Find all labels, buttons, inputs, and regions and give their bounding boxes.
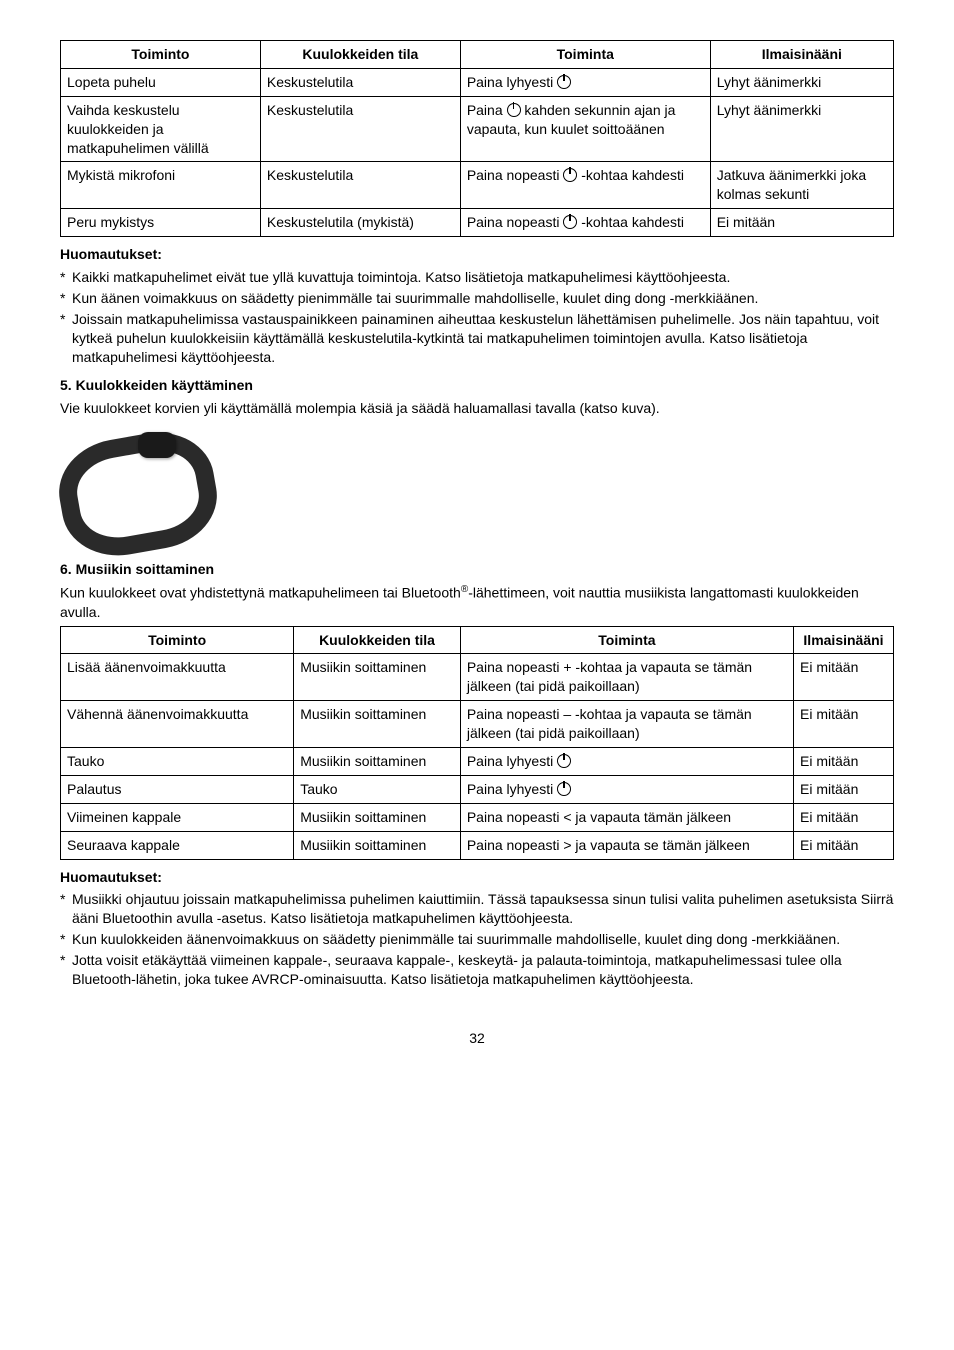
notes-heading: Huomautukset: xyxy=(60,868,894,887)
bullet-star: * xyxy=(60,310,72,367)
table-row: Lisää äänenvoimakkuuttaMusiikin soittami… xyxy=(61,654,894,701)
cell: Ei mitään xyxy=(794,831,894,859)
cell: Lyhyt äänimerkki xyxy=(710,68,893,96)
cell: Keskustelutila (mykistä) xyxy=(260,209,460,237)
cell: Vaihda keskustelu kuulokkeiden ja matkap… xyxy=(61,96,261,162)
notes-list-1: *Kaikki matkapuhelimet eivät tue yllä ku… xyxy=(60,268,894,366)
cell: Keskustelutila xyxy=(260,96,460,162)
cell: Musiikin soittaminen xyxy=(294,803,461,831)
table-row: Lopeta puheluKeskustelutilaPaina lyhyest… xyxy=(61,68,894,96)
power-icon xyxy=(557,754,571,768)
cell: Paina nopeasti -kohtaa kahdesti xyxy=(460,209,710,237)
text: Kun kuulokkeet ovat yhdistettynä matkapu… xyxy=(60,585,461,601)
note-item: *Kun kuulokkeiden äänenvoimakkuus on sää… xyxy=(60,930,894,949)
cell: Ei mitään xyxy=(710,209,893,237)
table-row: TaukoMusiikin soittaminenPaina lyhyesti … xyxy=(61,748,894,776)
note-item: *Kun äänen voimakkuus on säädetty pienim… xyxy=(60,289,894,308)
bullet-star: * xyxy=(60,930,72,949)
cell: Paina kahden sekunnin ajan ja vapauta, k… xyxy=(460,96,710,162)
note-text: Kaikki matkapuhelimet eivät tue yllä kuv… xyxy=(72,268,894,287)
table-header-row: Toiminto Kuulokkeiden tila Toiminta Ilma… xyxy=(61,41,894,69)
note-item: *Musiikki ohjautuu joissain matkapuhelim… xyxy=(60,890,894,928)
page-number: 32 xyxy=(60,1029,894,1048)
cell: Seuraava kappale xyxy=(61,831,294,859)
power-icon xyxy=(507,103,521,117)
cell: Tauko xyxy=(294,775,461,803)
cell: Musiikin soittaminen xyxy=(294,748,461,776)
table-actions-2: Toiminto Kuulokkeiden tila Toiminta Ilma… xyxy=(60,626,894,860)
note-text: Kun äänen voimakkuus on säädetty pienimm… xyxy=(72,289,894,308)
cell: Paina nopeasti + -kohtaa ja vapauta se t… xyxy=(460,654,793,701)
cell: Vähennä äänenvoimakkuutta xyxy=(61,701,294,748)
cell: Musiikin soittaminen xyxy=(294,654,461,701)
cell: Musiikin soittaminen xyxy=(294,831,461,859)
bullet-star: * xyxy=(60,289,72,308)
th: Toiminta xyxy=(460,626,793,654)
table-row: Seuraava kappaleMusiikin soittaminenPain… xyxy=(61,831,894,859)
cell: Lopeta puhelu xyxy=(61,68,261,96)
cell: Ei mitään xyxy=(794,701,894,748)
cell: Lyhyt äänimerkki xyxy=(710,96,893,162)
table-row: Vähennä äänenvoimakkuuttaMusiikin soitta… xyxy=(61,701,894,748)
cell: Ei mitään xyxy=(794,748,894,776)
th: Toiminta xyxy=(460,41,710,69)
th: Kuulokkeiden tila xyxy=(260,41,460,69)
power-icon xyxy=(563,168,577,182)
table-header-row: Toiminto Kuulokkeiden tila Toiminta Ilma… xyxy=(61,626,894,654)
cell: Peru mykistys xyxy=(61,209,261,237)
cell: Palautus xyxy=(61,775,294,803)
cell: Viimeinen kappale xyxy=(61,803,294,831)
cell: Paina lyhyesti xyxy=(460,775,793,803)
cell: Paina nopeasti < ja vapauta tämän jälkee… xyxy=(460,803,793,831)
note-text: Jotta voisit etäkäyttää viimeinen kappal… xyxy=(72,951,894,989)
section-6-title: 6. Musiikin soittaminen xyxy=(60,560,894,579)
bullet-star: * xyxy=(60,890,72,928)
bullet-star: * xyxy=(60,268,72,287)
headband-image xyxy=(60,426,200,546)
section-5-title: 5. Kuulokkeiden käyttäminen xyxy=(60,376,894,395)
cell: Ei mitään xyxy=(794,803,894,831)
note-text: Kun kuulokkeiden äänenvoimakkuus on sääd… xyxy=(72,930,894,949)
bullet-star: * xyxy=(60,951,72,989)
power-icon xyxy=(557,782,571,796)
table-row: Peru mykistysKeskustelutila (mykistä)Pai… xyxy=(61,209,894,237)
cell: Paina nopeasti > ja vapauta se tämän jäl… xyxy=(460,831,793,859)
notes-heading: Huomautukset: xyxy=(60,245,894,264)
power-icon xyxy=(557,75,571,89)
th: Kuulokkeiden tila xyxy=(294,626,461,654)
cell: Keskustelutila xyxy=(260,68,460,96)
cell: Mykistä mikrofoni xyxy=(61,162,261,209)
section-6-body: Kun kuulokkeet ovat yhdistettynä matkapu… xyxy=(60,583,894,621)
cell: Paina nopeasti -kohtaa kahdesti xyxy=(460,162,710,209)
power-icon xyxy=(563,215,577,229)
cell: Jatkuva äänimerkki joka kolmas sekunti xyxy=(710,162,893,209)
cell: Lisää äänenvoimakkuutta xyxy=(61,654,294,701)
cell: Tauko xyxy=(61,748,294,776)
notes-list-2: *Musiikki ohjautuu joissain matkapuhelim… xyxy=(60,890,894,988)
cell: Ei mitään xyxy=(794,775,894,803)
th: Ilmaisinääni xyxy=(794,626,894,654)
cell: Paina lyhyesti xyxy=(460,748,793,776)
cell: Keskustelutila xyxy=(260,162,460,209)
note-text: Joissain matkapuhelimissa vastauspainikk… xyxy=(72,310,894,367)
th: Toiminto xyxy=(61,626,294,654)
table-actions-1: Toiminto Kuulokkeiden tila Toiminta Ilma… xyxy=(60,40,894,237)
table-row: Mykistä mikrofoniKeskustelutilaPaina nop… xyxy=(61,162,894,209)
table-row: Vaihda keskustelu kuulokkeiden ja matkap… xyxy=(61,96,894,162)
cell: Musiikin soittaminen xyxy=(294,701,461,748)
note-item: *Jotta voisit etäkäyttää viimeinen kappa… xyxy=(60,951,894,989)
note-item: *Kaikki matkapuhelimet eivät tue yllä ku… xyxy=(60,268,894,287)
note-item: *Joissain matkapuhelimissa vastauspainik… xyxy=(60,310,894,367)
table-row: PalautusTaukoPaina lyhyesti Ei mitään xyxy=(61,775,894,803)
cell: Ei mitään xyxy=(794,654,894,701)
section-5-body: Vie kuulokkeet korvien yli käyttämällä m… xyxy=(60,399,894,418)
table-row: Viimeinen kappaleMusiikin soittaminenPai… xyxy=(61,803,894,831)
cell: Paina nopeasti – -kohtaa ja vapauta se t… xyxy=(460,701,793,748)
note-text: Musiikki ohjautuu joissain matkapuhelimi… xyxy=(72,890,894,928)
th: Ilmaisinääni xyxy=(710,41,893,69)
th: Toiminto xyxy=(61,41,261,69)
cell: Paina lyhyesti xyxy=(460,68,710,96)
